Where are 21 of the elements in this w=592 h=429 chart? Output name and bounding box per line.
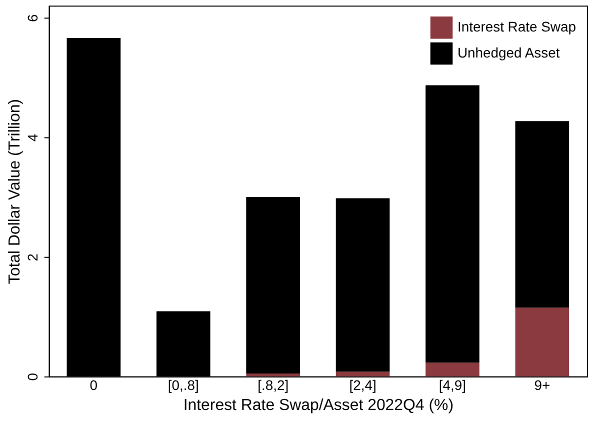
x-tick-label: [2,4] xyxy=(349,376,376,393)
x-tick-label: 0 xyxy=(90,376,98,393)
bar xyxy=(246,197,300,374)
bar xyxy=(336,198,390,372)
bar xyxy=(336,372,390,376)
bar xyxy=(515,121,570,308)
x-axis-title: Interest Rate Swap/Asset 2022Q4 (%) xyxy=(183,396,454,414)
legend-label: Interest Rate Swap xyxy=(457,18,576,35)
x-tick-label: [0,.8] xyxy=(168,376,199,393)
bar xyxy=(426,85,480,363)
y-axis-title: Total Dollar Value (Trillion) xyxy=(6,98,24,284)
y-tick-label: 6 xyxy=(24,14,40,22)
y-tick-label: 2 xyxy=(24,253,40,262)
y-tick-label: 4 xyxy=(24,134,40,142)
x-tick-label: [4,9] xyxy=(438,376,466,393)
x-tick-label: [.8,2] xyxy=(258,376,289,393)
bar xyxy=(426,362,480,376)
legend-label: Unhedged Asset xyxy=(457,44,560,61)
bar xyxy=(515,308,570,376)
x-tick-label: 9+ xyxy=(534,376,550,393)
bar xyxy=(246,373,300,376)
